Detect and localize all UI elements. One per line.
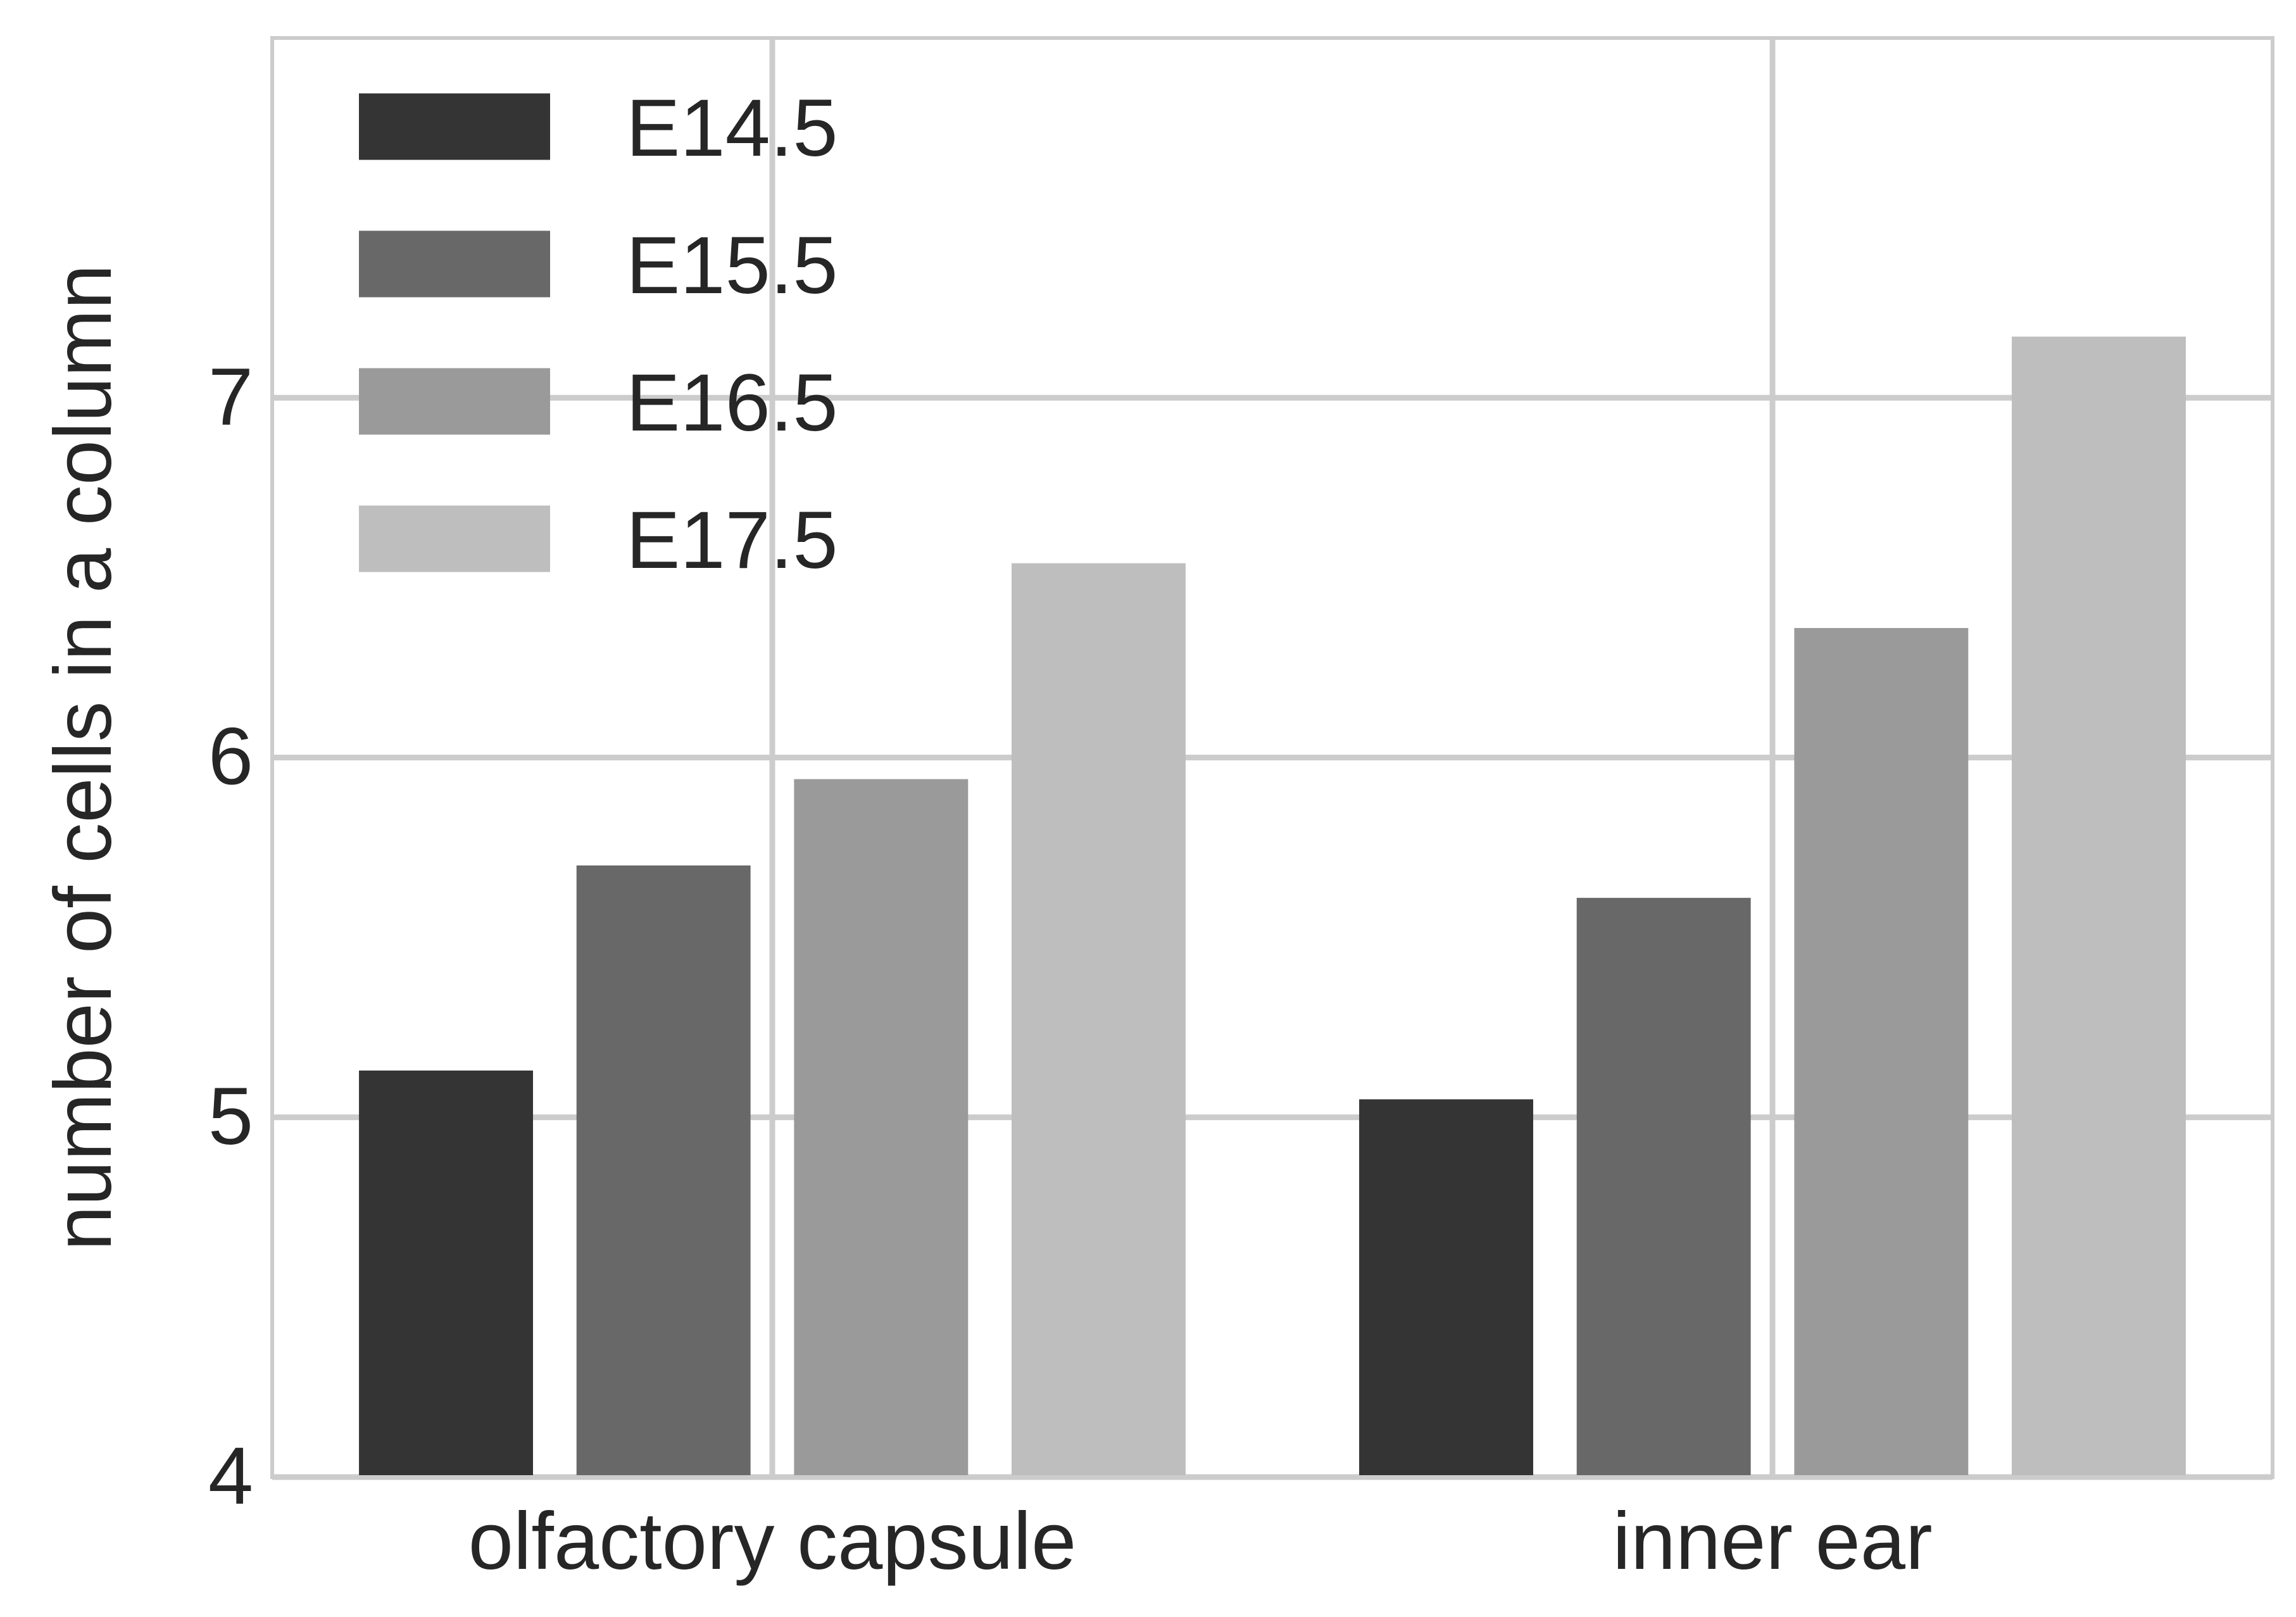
x-tick-label: inner ear [1612, 1496, 1932, 1587]
legend-swatch [359, 230, 550, 298]
grid-lines [272, 38, 2273, 1480]
bar [1794, 627, 1969, 1478]
bar [359, 1070, 533, 1477]
y-tick-labels: 4 5 6 7 [208, 351, 253, 1521]
legend-label: E14.5 [626, 83, 838, 173]
legend-swatch [359, 368, 550, 435]
bar [794, 779, 969, 1477]
legend-swatch [359, 505, 550, 572]
legend-label: E16.5 [626, 358, 838, 448]
legend-label: E17.5 [626, 495, 838, 586]
bar [1012, 563, 1186, 1477]
y-tick-label: 4 [208, 1431, 253, 1521]
legend: E14.5 E15.5 E16.5 E17.5 [359, 83, 838, 586]
y-tick-label: 6 [208, 712, 253, 802]
legend-label: E15.5 [626, 220, 838, 311]
x-tick-label: olfactory capsule [468, 1496, 1077, 1587]
y-tick-label: 7 [208, 351, 253, 442]
x-tick-labels: olfactory capsule inner ear [468, 1496, 1933, 1587]
legend-swatch [359, 93, 550, 160]
bar [1359, 1099, 1533, 1477]
y-axis-label: number of cells in a column [38, 264, 129, 1250]
plot-frame [270, 36, 2274, 1479]
bar [576, 865, 751, 1477]
bar [1576, 898, 1751, 1477]
y-tick-label: 5 [208, 1071, 253, 1162]
bar [2012, 336, 2186, 1478]
bars [359, 336, 2186, 1478]
